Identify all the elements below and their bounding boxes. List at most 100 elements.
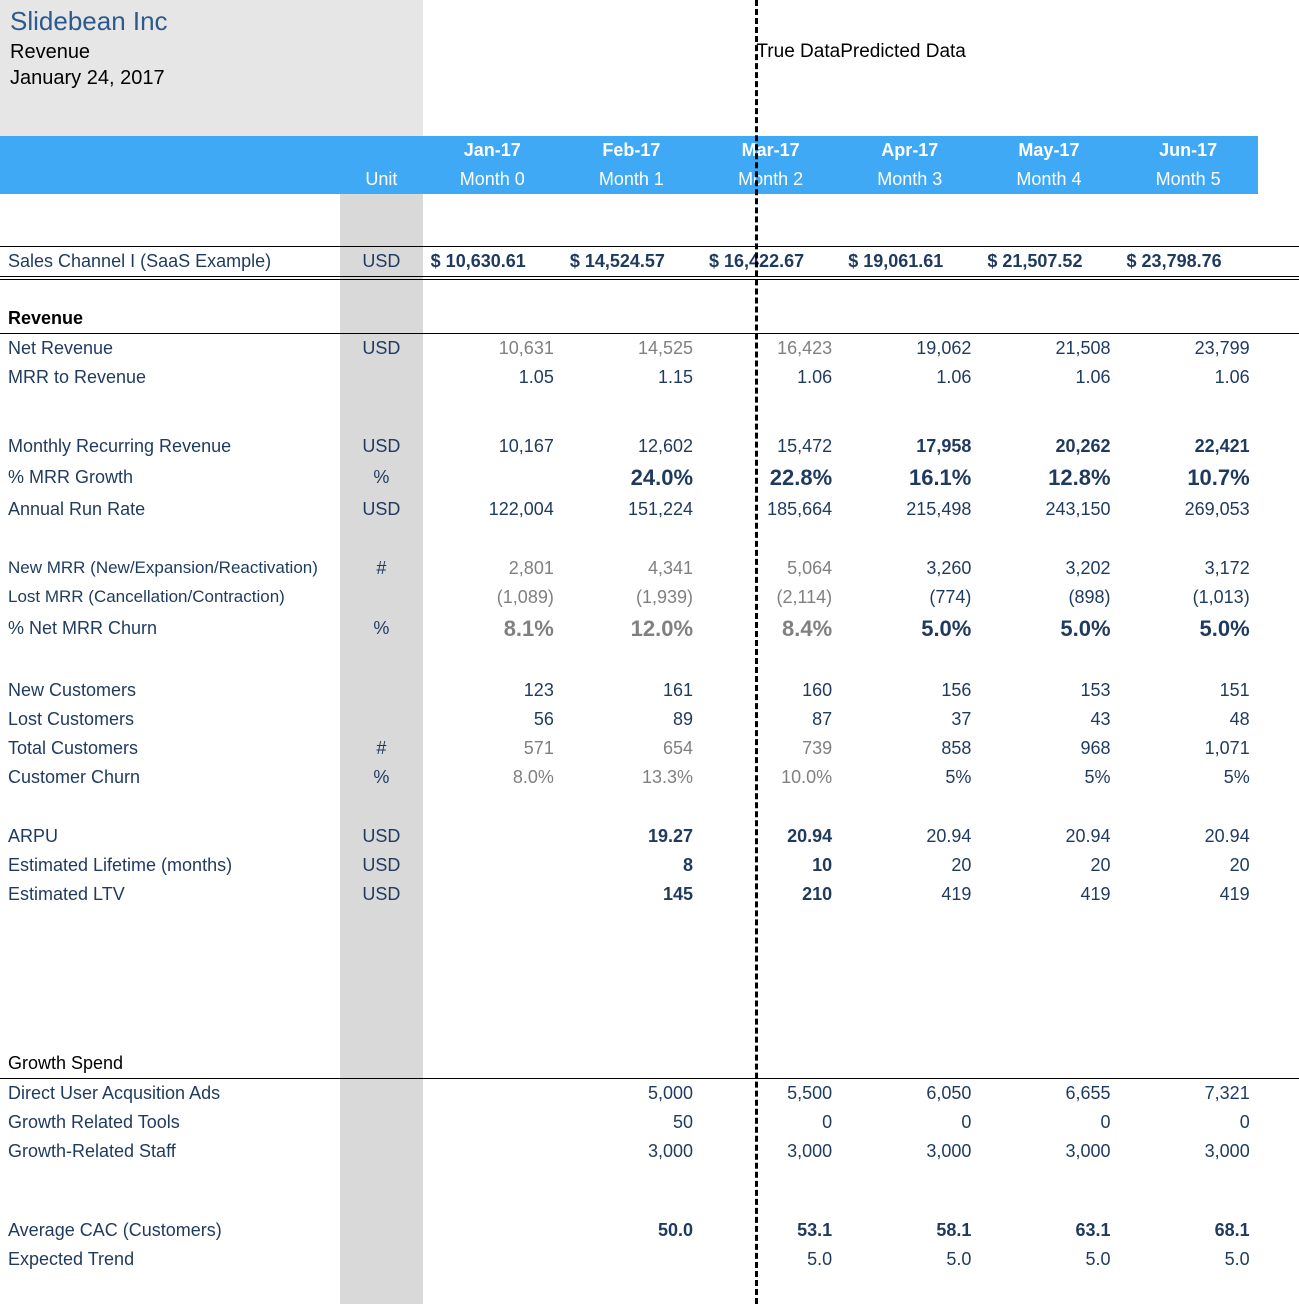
cell-value: 269,053 (1119, 495, 1258, 524)
cell-value: 16.1% (840, 461, 979, 495)
cell-value: 1.06 (979, 363, 1118, 392)
cell-value: 56 (423, 705, 562, 734)
cell-value: 5.0% (1119, 612, 1258, 646)
cell-value: 17,958 (840, 432, 979, 461)
channel-val: $ 19,061.61 (840, 246, 979, 278)
cell-value: 12.0% (562, 612, 701, 646)
row-unit (340, 1137, 422, 1166)
row-label: Customer Churn (0, 763, 340, 792)
cell-value: 8.4% (701, 612, 840, 646)
cell-value: 10,631 (423, 333, 562, 363)
cell-value: 16,423 (701, 333, 840, 363)
cell-value: 1.15 (562, 363, 701, 392)
row-unit: USD (340, 333, 422, 363)
cell-value: 20,262 (979, 432, 1118, 461)
cell-value: 6,050 (840, 1078, 979, 1108)
cell-value: 20.94 (701, 822, 840, 851)
cell-value: 15,472 (701, 432, 840, 461)
cell-value: 68.1 (1119, 1216, 1258, 1245)
cell-value: 37 (840, 705, 979, 734)
row-label: Net Revenue (0, 333, 340, 363)
cell-value: 43 (979, 705, 1118, 734)
table-row: % MRR Growth%24.0%22.8%16.1%12.8%10.7% (0, 461, 1299, 495)
month-header-row: Jan-17 Feb-17 Mar-17 Apr-17 May-17 Jun-1… (0, 136, 1299, 165)
cell-value: 419 (1119, 880, 1258, 909)
cell-value: 122,004 (423, 495, 562, 524)
row-unit: USD (340, 880, 422, 909)
row-label: New MRR (New/Expansion/Reactivation) (0, 554, 340, 583)
cell-value: (1,013) (1119, 583, 1258, 612)
cell-value: 5,064 (701, 554, 840, 583)
growth-section-row: Growth Spend (0, 1049, 1299, 1079)
cell-value (423, 1108, 562, 1137)
table-row: Monthly Recurring RevenueUSD10,16712,602… (0, 432, 1299, 461)
cell-value (423, 880, 562, 909)
cell-value: 58.1 (840, 1216, 979, 1245)
table-row: Annual Run RateUSD122,004151,224185,6642… (0, 495, 1299, 524)
cell-value: 20.94 (840, 822, 979, 851)
cell-value: 21,508 (979, 333, 1118, 363)
table-row: MRR to Revenue1.051.151.061.061.061.06 (0, 363, 1299, 392)
table-row: New Customers123161160156153151 (0, 676, 1299, 705)
cell-value: 24.0% (562, 461, 701, 495)
cell-value: 5,500 (701, 1078, 840, 1108)
cell-value: 8.0% (423, 763, 562, 792)
cell-value: 0 (1119, 1108, 1258, 1137)
row-unit: USD (340, 851, 422, 880)
cell-value: 0 (979, 1108, 1118, 1137)
cell-value: 19.27 (562, 822, 701, 851)
cell-value: 19,062 (840, 333, 979, 363)
month-col: Apr-17 (840, 136, 979, 165)
cell-value: 22,421 (1119, 432, 1258, 461)
table-row: Lost Customers568987374348 (0, 705, 1299, 734)
row-label: Direct User Acqusition Ads (0, 1078, 340, 1108)
row-unit (340, 676, 422, 705)
channel-val: $ 23,798.76 (1119, 246, 1258, 278)
cell-value: 53.1 (701, 1216, 840, 1245)
cell-value: 1.05 (423, 363, 562, 392)
cell-value: 571 (423, 734, 562, 763)
cell-value: 151,224 (562, 495, 701, 524)
cell-value (423, 851, 562, 880)
cell-value: 3,000 (979, 1137, 1118, 1166)
financial-table: Slidebean Inc Revenue True Data Predicte… (0, 0, 1299, 1304)
row-unit: # (340, 734, 422, 763)
cell-value: 419 (840, 880, 979, 909)
row-unit: % (340, 461, 422, 495)
cell-value: 858 (840, 734, 979, 763)
cell-value: 48 (1119, 705, 1258, 734)
row-unit: % (340, 763, 422, 792)
cell-value: 145 (562, 880, 701, 909)
revenue-title: Revenue (0, 304, 340, 334)
row-label: Estimated LTV (0, 880, 340, 909)
row-label: MRR to Revenue (0, 363, 340, 392)
cell-value: 20 (979, 851, 1118, 880)
month-col: Mar-17 (701, 136, 840, 165)
row-label: ARPU (0, 822, 340, 851)
cell-value: 153 (979, 676, 1118, 705)
month-idx: Month 4 (979, 165, 1118, 194)
table-row: Estimated LTVUSD145210419419419 (0, 880, 1299, 909)
row-label: Monthly Recurring Revenue (0, 432, 340, 461)
row-unit (340, 1216, 422, 1245)
cell-value: 12.8% (979, 461, 1118, 495)
row-label: Growth Related Tools (0, 1108, 340, 1137)
unit-header: Unit (340, 165, 422, 194)
cell-value: 185,664 (701, 495, 840, 524)
cell-value: 215,498 (840, 495, 979, 524)
row-unit (340, 1108, 422, 1137)
cell-value: 243,150 (979, 495, 1118, 524)
cell-value: 3,000 (562, 1137, 701, 1166)
cell-value: 968 (979, 734, 1118, 763)
table-row: Average CAC (Customers)50.053.158.163.16… (0, 1216, 1299, 1245)
cell-value: 20 (1119, 851, 1258, 880)
cell-value: 210 (701, 880, 840, 909)
cell-value: 156 (840, 676, 979, 705)
cell-value: 1,071 (1119, 734, 1258, 763)
cell-value: 1.06 (701, 363, 840, 392)
cell-value: 5,000 (562, 1078, 701, 1108)
channel-val: $ 16,422.67 (701, 246, 840, 278)
row-unit (340, 583, 422, 612)
row-label: Total Customers (0, 734, 340, 763)
cell-value: 5% (840, 763, 979, 792)
